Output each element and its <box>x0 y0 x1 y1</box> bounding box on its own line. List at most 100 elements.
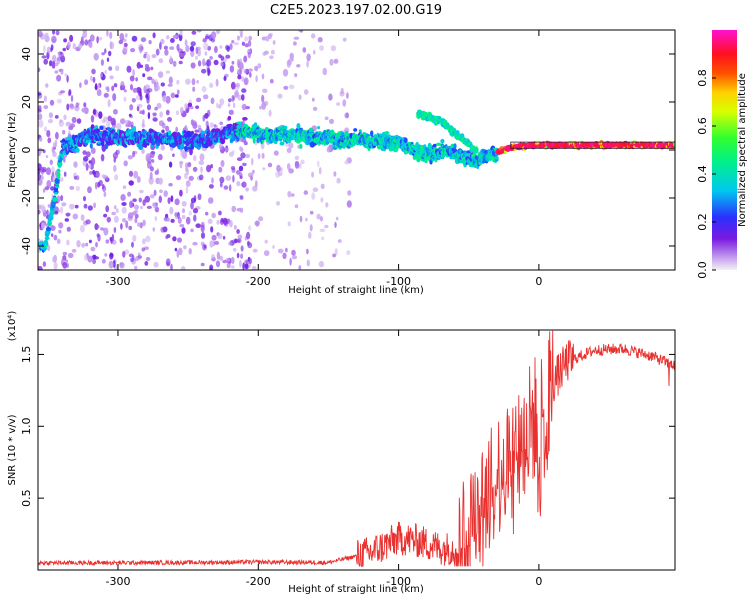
x-tick-label: 0 <box>535 275 542 288</box>
spectrogram-cell <box>210 164 214 169</box>
spectrogram-cell <box>189 147 193 156</box>
spectrogram-cell <box>330 45 337 52</box>
spectrogram-cell <box>162 95 167 102</box>
spectrogram-cell <box>185 165 189 172</box>
spectrogram-cell <box>275 171 281 178</box>
spectrogram-cell <box>75 102 79 108</box>
y-tick-label: 0 <box>20 147 33 154</box>
spectrogram-cell <box>241 94 245 101</box>
spectrogram-cell <box>181 227 186 234</box>
spectrogram-cell <box>85 242 89 247</box>
spectrogram-cell <box>306 259 310 267</box>
spectrogram-cell <box>104 253 108 257</box>
spectrogram-cell <box>296 64 301 68</box>
spectrogram-cell <box>242 117 248 121</box>
spectrogram-cell <box>129 75 135 82</box>
y-tick-label: 0.5 <box>20 489 33 507</box>
spectrogram-cell <box>85 151 91 158</box>
spectrogram-cell <box>38 179 43 186</box>
spectrogram-cell <box>154 85 159 92</box>
spectrogram-cell <box>219 255 224 261</box>
spectrogram-cell <box>300 159 305 165</box>
spectrogram-cell <box>211 254 215 259</box>
spectrogram-cell <box>123 96 127 102</box>
spectrogram-cell <box>289 257 292 266</box>
spectrogram-cell <box>337 239 342 243</box>
spectrogram-cell <box>217 233 223 240</box>
spectrogram-cell <box>167 83 173 87</box>
spectrogram-cell <box>205 211 209 216</box>
spectrogram-cell <box>235 82 240 88</box>
spectrogram-cell <box>262 167 266 171</box>
spectrogram-cell <box>120 194 126 201</box>
spectrogram-cell <box>124 33 128 38</box>
spectrogram-cell <box>311 33 316 39</box>
spectrogram-cell <box>318 167 322 175</box>
spectrogram-cell <box>66 75 69 83</box>
spectrogram-cell <box>329 58 334 66</box>
spectrogram-cell <box>200 262 205 267</box>
spectrogram-cell <box>309 224 313 232</box>
ridge-cell <box>51 202 55 208</box>
spectrogram-cell <box>51 166 55 173</box>
spectrogram-cell <box>239 195 244 200</box>
spectrogram-cell <box>207 218 213 224</box>
spectrogram-cell <box>109 31 113 39</box>
ridge-cell <box>283 137 286 143</box>
ridge-cell <box>403 137 408 144</box>
spectrogram-cell <box>237 35 240 41</box>
spectrogram-cell <box>121 206 127 214</box>
spectrogram-cell <box>100 154 105 162</box>
spectrogram-cell <box>164 49 169 56</box>
spectrogram-cell <box>132 150 136 158</box>
spectrogram-cell <box>105 239 110 244</box>
spectrogram-cell <box>83 203 88 209</box>
spectrogram-cell <box>111 85 115 92</box>
ridge-cell <box>453 143 457 149</box>
spectrogram-cell <box>285 247 288 253</box>
ridge-cell <box>494 156 499 160</box>
spectrogram-cell <box>131 241 134 248</box>
spectrogram-cell <box>231 94 235 103</box>
spectrogram-cell <box>141 148 145 154</box>
spectrogram-cell <box>240 245 244 252</box>
spectrogram-cell <box>128 253 134 258</box>
spectrogram-cell <box>258 216 264 222</box>
spectrogram-cell <box>43 126 48 132</box>
spectrogram-cell <box>124 119 131 125</box>
spectrogram-cell <box>90 115 95 123</box>
spectrogram-cell <box>229 43 233 50</box>
ridge-cell <box>52 197 58 202</box>
spectrogram-cell <box>92 76 96 83</box>
spectrogram-cell <box>174 247 178 252</box>
ridge-cell <box>48 216 54 221</box>
spectrogram-cell <box>114 174 119 181</box>
spectrogram-cell <box>109 252 114 260</box>
spectrogram-cell <box>195 223 201 228</box>
spectrogram-cell <box>264 239 268 244</box>
spectrogram-cell <box>255 75 258 83</box>
spectrogram-cell <box>206 59 212 67</box>
spectrogram-cell <box>101 174 106 178</box>
spectrogram-cell <box>106 216 112 223</box>
spectrogram-cell <box>172 60 177 67</box>
colorbar-tick-label: 0.6 <box>696 117 709 135</box>
spectrogram-cell <box>123 160 128 167</box>
x-tick-label: -100 <box>386 275 411 288</box>
colorbar: 0.0 0.2 0.4 0.6 0.8 Normalized spectral ampl… <box>696 30 748 279</box>
spectrogram-cell <box>234 225 237 230</box>
spectrogram-cell <box>210 97 215 105</box>
spectrogram-cell <box>61 55 65 60</box>
chart-title: C2E5.2023.197.02.00.G19 <box>270 3 442 18</box>
spectrogram-cell <box>132 87 138 93</box>
spectrogram-cell <box>169 46 175 50</box>
spectrogram-cell <box>230 256 235 265</box>
spectrogram-cell <box>261 36 267 41</box>
spectrogram-cell <box>169 206 174 215</box>
spectrogram-cell <box>60 195 64 202</box>
spectrogram-cell <box>82 150 87 155</box>
spectrogram-cell <box>332 253 336 258</box>
spectrogram-cell <box>236 207 242 212</box>
spectrogram-cell <box>108 50 112 57</box>
spectrogram-cell <box>157 71 164 78</box>
